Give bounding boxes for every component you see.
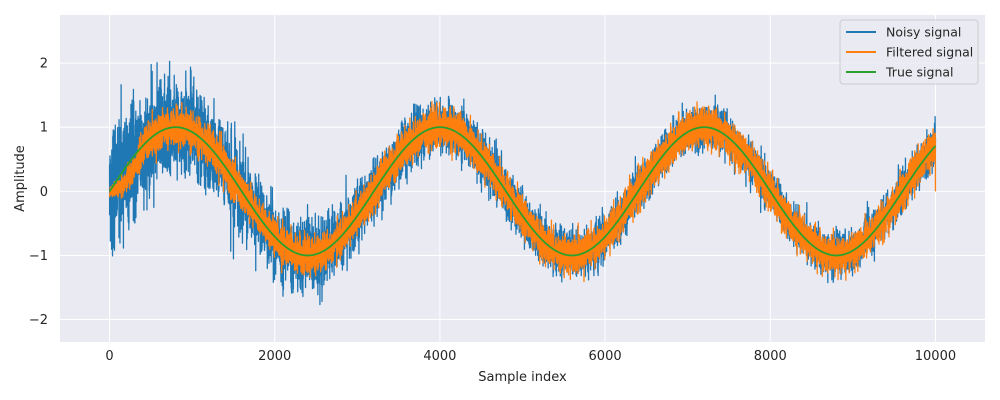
tick-labels: 0 2000 4000 6000 8000 10000 −2 −1 0 1 2 [29,57,956,364]
x-tick-label: 6000 [589,349,622,364]
y-tick-label: 1 [40,121,48,136]
x-axis-label: Sample index [478,370,567,385]
y-tick-label: −2 [29,313,48,328]
series-layer [108,60,937,306]
series-line-filtered-signal [108,100,937,283]
legend: Noisy signal Filtered signal True signal [839,19,979,85]
legend-label-noisy: Noisy signal [886,25,961,40]
y-tick-label: −1 [29,249,48,264]
legend-label-filtered: Filtered signal [886,45,973,60]
x-tick-label: 8000 [754,349,787,364]
x-tick-label: 0 [105,349,113,364]
legend-box [839,19,979,85]
y-tick-label: 0 [40,185,48,200]
x-tick-label: 4000 [423,349,456,364]
y-tick-label: 2 [40,57,48,72]
legend-label-true: True signal [885,65,954,80]
y-axis-label: Amplitude [13,145,28,212]
series-line-true-signal [108,126,937,257]
x-tick-label: 10000 [915,349,956,364]
x-tick-label: 2000 [258,349,291,364]
